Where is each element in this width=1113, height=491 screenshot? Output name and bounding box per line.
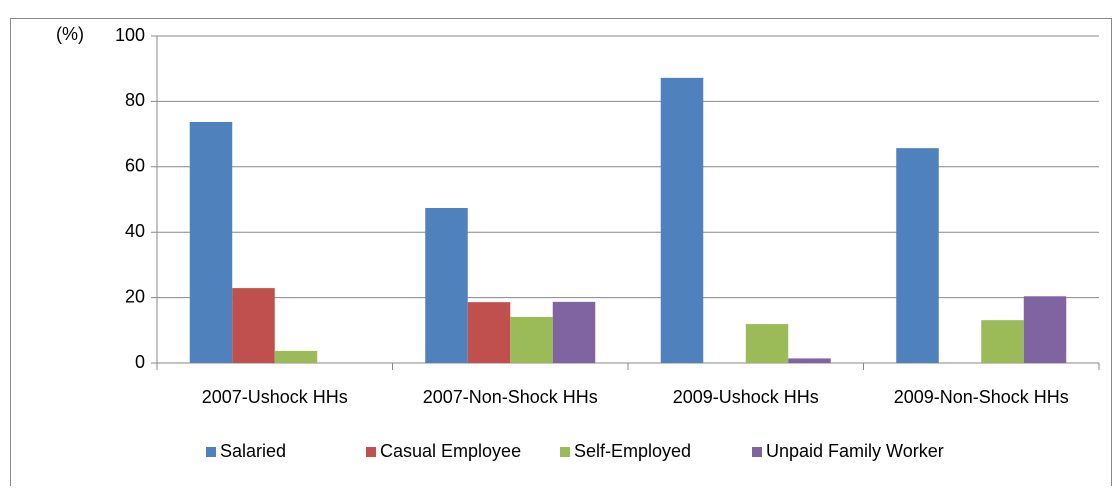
bar xyxy=(896,148,939,363)
y-tick-label: 80 xyxy=(125,90,145,110)
y-tick-label: 20 xyxy=(125,286,145,306)
legend-swatch xyxy=(560,447,570,457)
bar xyxy=(189,122,233,363)
bar xyxy=(745,324,789,363)
bar xyxy=(981,320,1024,363)
bar xyxy=(1023,296,1067,363)
bar xyxy=(425,208,468,363)
bar xyxy=(510,316,553,363)
y-tick-label: 100 xyxy=(115,25,145,45)
chart-frame xyxy=(10,18,1112,489)
x-tick-label: 2007-Non-Shock HHs xyxy=(423,387,598,407)
bar xyxy=(660,77,704,363)
y-tick-label: 60 xyxy=(125,156,145,176)
x-tick-label: 2009-Ushock HHs xyxy=(673,387,819,407)
bar xyxy=(274,350,318,363)
legend-swatch xyxy=(752,447,762,457)
legend-label: Casual Employee xyxy=(380,441,521,461)
bar xyxy=(467,302,511,363)
bar xyxy=(552,301,596,363)
y-tick-label: 40 xyxy=(125,221,145,241)
x-tick-label: 2009-Non-Shock HHs xyxy=(894,387,1069,407)
legend-swatch xyxy=(366,447,376,457)
legend-label: Salaried xyxy=(220,441,286,461)
y-axis-label: (%) xyxy=(56,24,84,44)
legend-label: Unpaid Family Worker xyxy=(766,441,944,461)
x-tick-label: 2007-Ushock HHs xyxy=(202,387,348,407)
legend-swatch xyxy=(206,447,216,457)
legend-label: Self-Employed xyxy=(574,441,691,461)
y-tick-label: 0 xyxy=(135,352,145,372)
bar xyxy=(788,358,831,363)
bar xyxy=(232,288,275,363)
